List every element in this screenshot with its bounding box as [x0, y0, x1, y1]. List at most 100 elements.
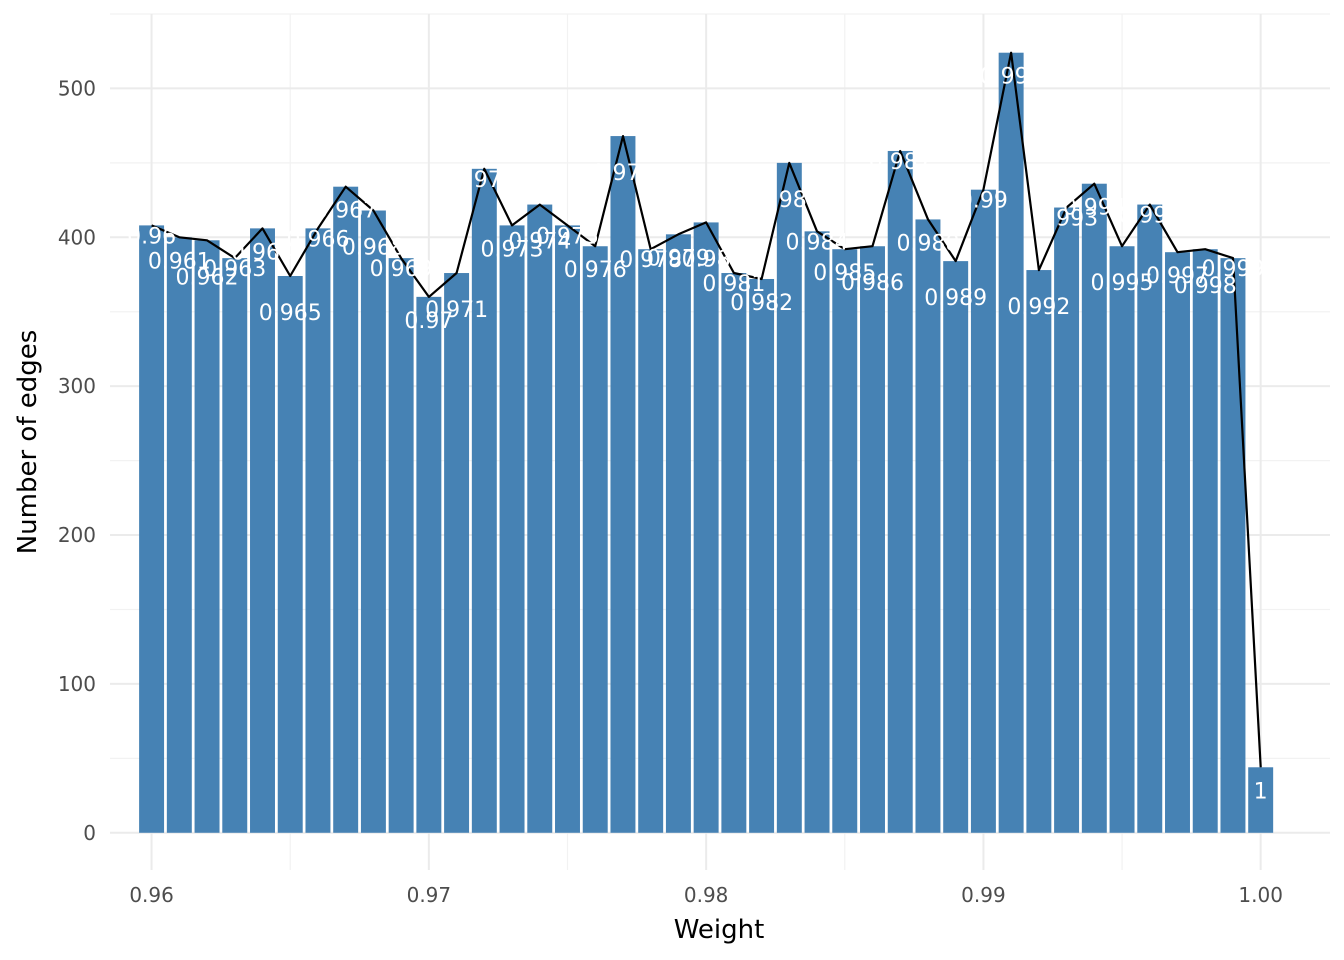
y-tick-label: 500 [58, 76, 96, 100]
x-tick-label: 0.97 [407, 883, 452, 907]
bar [305, 228, 331, 833]
bar [1192, 249, 1218, 833]
bar-value-label: 0.993 [1035, 207, 1098, 232]
bar-value-label: 0.971 [425, 298, 488, 323]
bar [1165, 252, 1190, 833]
y-tick-label: 300 [58, 374, 96, 398]
bar-value-label: 0.978 [619, 248, 682, 273]
bar-value-label: 0.992 [1007, 295, 1070, 320]
bar [1109, 246, 1135, 833]
bar-value-label: 0.981 [702, 272, 765, 297]
bar [333, 186, 359, 833]
bar-value-label: 0.999 [1201, 257, 1264, 282]
bar [166, 237, 192, 833]
bar [388, 258, 414, 833]
bar-value-label: 0.99 [959, 189, 1008, 214]
bar-value-label: 0.969 [370, 257, 433, 282]
bar-value-label: 0.963 [203, 257, 266, 282]
y-axis-tick-labels: 0 100 200 300 400 500 [58, 76, 96, 844]
bar [610, 136, 636, 833]
bar-value-label: 0.998 [1174, 274, 1237, 299]
bar-value-label: 0.968 [342, 236, 405, 261]
bar [1220, 258, 1246, 833]
y-axis-title: Number of edges [13, 330, 43, 555]
y-tick-label: 400 [58, 225, 96, 249]
bar [638, 249, 664, 833]
bar [1054, 207, 1080, 833]
x-tick-label: 0.98 [684, 883, 729, 907]
bar [222, 258, 248, 833]
bar-value-label: 1 [1254, 779, 1268, 804]
bar-value-label: 0.977 [591, 161, 654, 186]
trend-line [151, 51, 1262, 768]
bar-value-label: 0.997 [1146, 264, 1209, 289]
bar-value-label: 0.988 [896, 231, 959, 256]
bar [1248, 767, 1274, 833]
x-axis-tick-labels: 0.96 0.97 0.98 0.99 1.00 [129, 883, 1283, 907]
bar [970, 189, 996, 833]
bar [915, 219, 941, 833]
bar-value-label: 0.991 [980, 65, 1043, 90]
bar-value-label: 0.976 [564, 258, 627, 283]
bar-value-label: 0.98 [682, 247, 731, 272]
bar-value-label: 0.974 [508, 230, 571, 255]
bar [887, 150, 913, 833]
bar [444, 273, 470, 833]
bar [998, 52, 1024, 833]
x-tick-label: 1.00 [1238, 883, 1283, 907]
bar-value-label: 0.965 [259, 301, 322, 326]
bar-value-label: 0.995 [1091, 271, 1154, 296]
bar [416, 296, 442, 833]
bar-value-label: 0.982 [730, 291, 793, 316]
bar [250, 228, 275, 833]
bar-value-label: 0.987 [869, 150, 932, 175]
bar-value-label: 0.966 [286, 227, 349, 252]
bar-value-label: 0.973 [481, 237, 544, 262]
bar [194, 240, 220, 833]
bar-value-label: 0.975 [536, 224, 599, 249]
y-tick-label: 200 [58, 523, 96, 547]
bar-value-label: 0.985 [813, 261, 876, 286]
bar [749, 278, 775, 833]
bar [721, 273, 747, 833]
bar-value-label: 0.984 [786, 230, 849, 255]
bar-value-label: 0.96 [127, 224, 176, 249]
bar [582, 246, 608, 833]
bar [277, 276, 303, 833]
bar [1026, 270, 1052, 833]
bar [693, 222, 719, 833]
bar [139, 225, 165, 833]
bar-value-label: 0.986 [841, 271, 904, 296]
bar-value-label: 0.97 [404, 309, 453, 334]
bar [1081, 183, 1107, 833]
x-axis-title: Weight [674, 915, 765, 945]
y-tick-label: 100 [58, 672, 96, 696]
bar [776, 162, 802, 833]
y-tick-label: 0 [83, 821, 96, 845]
bar-value-label: 0.967 [314, 199, 377, 224]
bar [471, 168, 497, 833]
bar-value-label: 0.989 [924, 286, 987, 311]
bar-value-label: 0.962 [176, 265, 239, 290]
bar-value-label: 0.961 [148, 249, 211, 274]
bar [832, 249, 858, 833]
bars [139, 52, 1274, 833]
bar [665, 234, 691, 833]
bar-value-label: 0.972 [453, 168, 516, 193]
x-tick-label: 0.96 [129, 883, 174, 907]
trend-line-layer [151, 51, 1262, 768]
bar [499, 225, 525, 833]
bar-value-label: 0.979 [647, 246, 710, 271]
bar-value-label: 0.994 [1063, 196, 1126, 221]
bar [360, 210, 386, 833]
bar-value-label: 0.996 [1118, 204, 1181, 229]
bar-value-label: 0.964 [231, 240, 294, 265]
bar [943, 261, 969, 833]
bar [804, 231, 830, 833]
bar [555, 225, 580, 833]
bar [527, 204, 553, 833]
x-tick-label: 0.99 [961, 883, 1006, 907]
bar [1137, 204, 1163, 833]
